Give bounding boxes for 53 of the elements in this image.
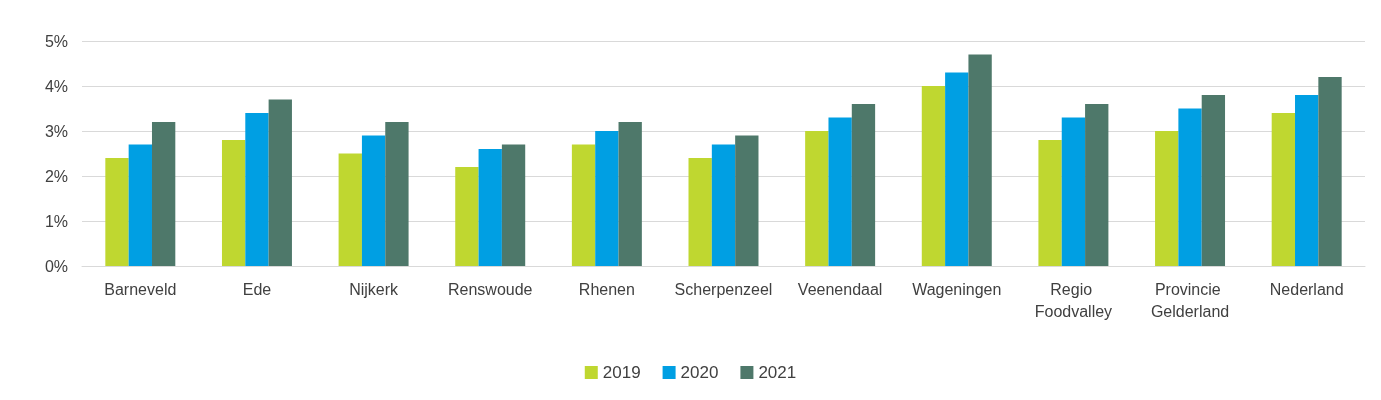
bar bbox=[711, 144, 736, 266]
bar bbox=[455, 167, 479, 266]
x-tick-label: Barneveld bbox=[104, 280, 177, 298]
bar bbox=[268, 99, 292, 266]
y-tick-label: 0% bbox=[44, 257, 68, 275]
y-tick-label: 3% bbox=[44, 122, 68, 140]
x-tick-label: Rhenen bbox=[578, 280, 635, 298]
bar bbox=[1271, 113, 1296, 266]
bar bbox=[1201, 95, 1226, 266]
legend-label: 2021 bbox=[758, 363, 797, 382]
bar bbox=[1318, 77, 1342, 266]
bar bbox=[805, 131, 829, 266]
x-tick-label: Nederland bbox=[1269, 280, 1344, 298]
bar bbox=[385, 122, 409, 266]
x-tick-label: Nijkerk bbox=[349, 280, 400, 298]
bar bbox=[1085, 104, 1109, 266]
legend-label: 2020 bbox=[680, 363, 719, 382]
bar bbox=[851, 104, 876, 266]
bar bbox=[105, 158, 129, 266]
bar bbox=[618, 122, 642, 266]
bar bbox=[245, 113, 269, 266]
bar bbox=[1061, 117, 1086, 266]
bar bbox=[128, 144, 152, 266]
bar bbox=[968, 54, 992, 266]
x-tick-label: Provincie Gelderland bbox=[1150, 280, 1230, 320]
x-tick-label: Veenendaal bbox=[797, 280, 883, 298]
bar bbox=[221, 140, 246, 266]
x-tick-label: Renswoude bbox=[447, 280, 533, 298]
bar bbox=[571, 144, 596, 266]
bar bbox=[338, 153, 362, 266]
bar bbox=[595, 131, 619, 266]
bar bbox=[735, 135, 759, 266]
y-tick-label: 4% bbox=[44, 77, 68, 95]
bar bbox=[361, 135, 386, 266]
y-tick-label: 1% bbox=[44, 212, 68, 230]
bar bbox=[478, 149, 502, 266]
x-tick-label: Ede bbox=[242, 280, 272, 298]
y-tick-label: 5% bbox=[44, 32, 68, 50]
bar bbox=[1295, 95, 1319, 266]
bar bbox=[945, 72, 969, 266]
bar bbox=[921, 86, 946, 266]
bar bbox=[501, 144, 526, 266]
x-tick-label: Regio Foodvalley bbox=[1034, 280, 1113, 320]
legend-label: 2019 bbox=[602, 363, 641, 382]
bar bbox=[1038, 140, 1062, 266]
bar bbox=[1155, 131, 1179, 266]
bar bbox=[688, 158, 712, 266]
bar bbox=[151, 122, 176, 266]
y-tick-label: 2% bbox=[44, 167, 68, 185]
x-tick-label: Scherpenzeel bbox=[674, 280, 773, 298]
bar bbox=[828, 117, 852, 266]
x-tick-label: Wageningen bbox=[912, 280, 1002, 298]
bar bbox=[1178, 108, 1202, 266]
